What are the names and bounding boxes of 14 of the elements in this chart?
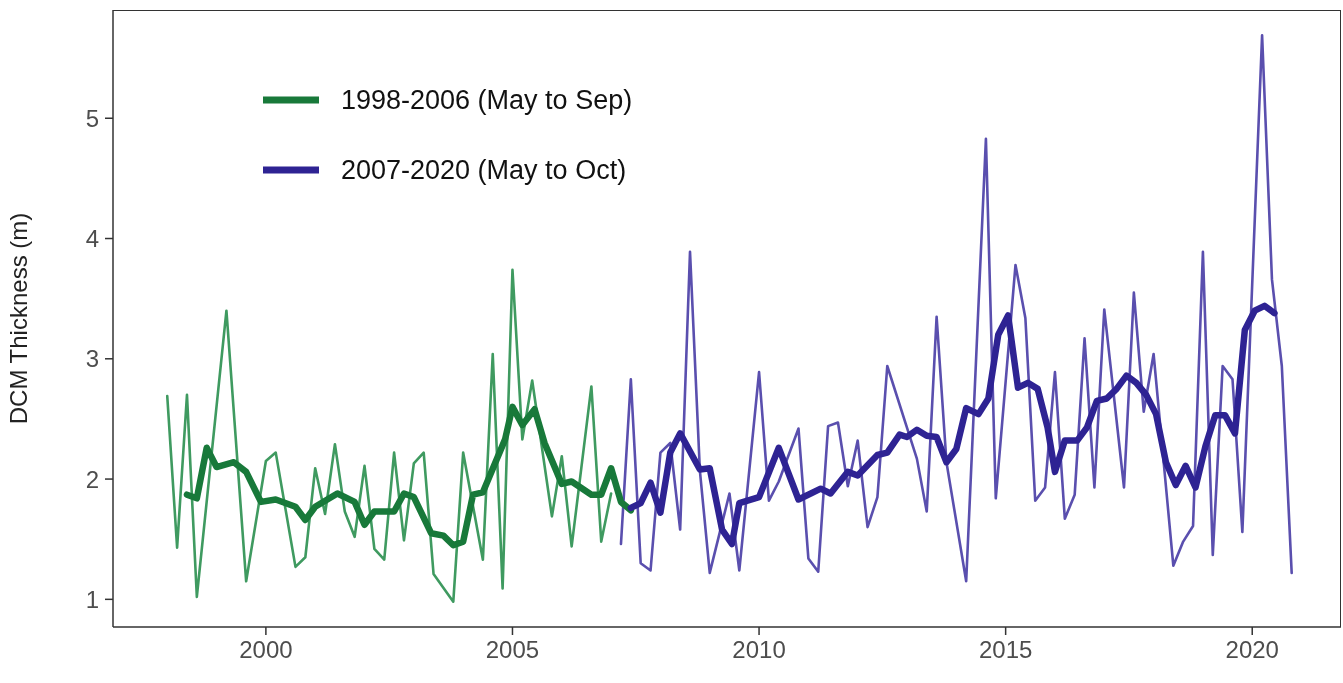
- x-tick-label: 2000: [239, 636, 293, 664]
- y-tick-label: 4: [85, 225, 99, 253]
- x-tick-label: 2015: [978, 636, 1033, 664]
- x-tick-label: 2005: [485, 636, 540, 664]
- y-tick-label: 5: [85, 104, 99, 132]
- legend-label: 1998-2006 (May to Sep): [341, 84, 633, 116]
- y-tick-label: 1: [85, 585, 99, 613]
- y-axis-title: DCM Thickness (m): [4, 212, 32, 425]
- x-tick-label: 2020: [1225, 636, 1279, 664]
- y-tick-label: 2: [85, 465, 99, 493]
- y-tick-label: 3: [85, 345, 99, 373]
- line-series: [165, 268, 613, 604]
- x-tick-label: 2010: [732, 636, 786, 664]
- legend-label: 2007-2020 (May to Oct): [341, 154, 627, 186]
